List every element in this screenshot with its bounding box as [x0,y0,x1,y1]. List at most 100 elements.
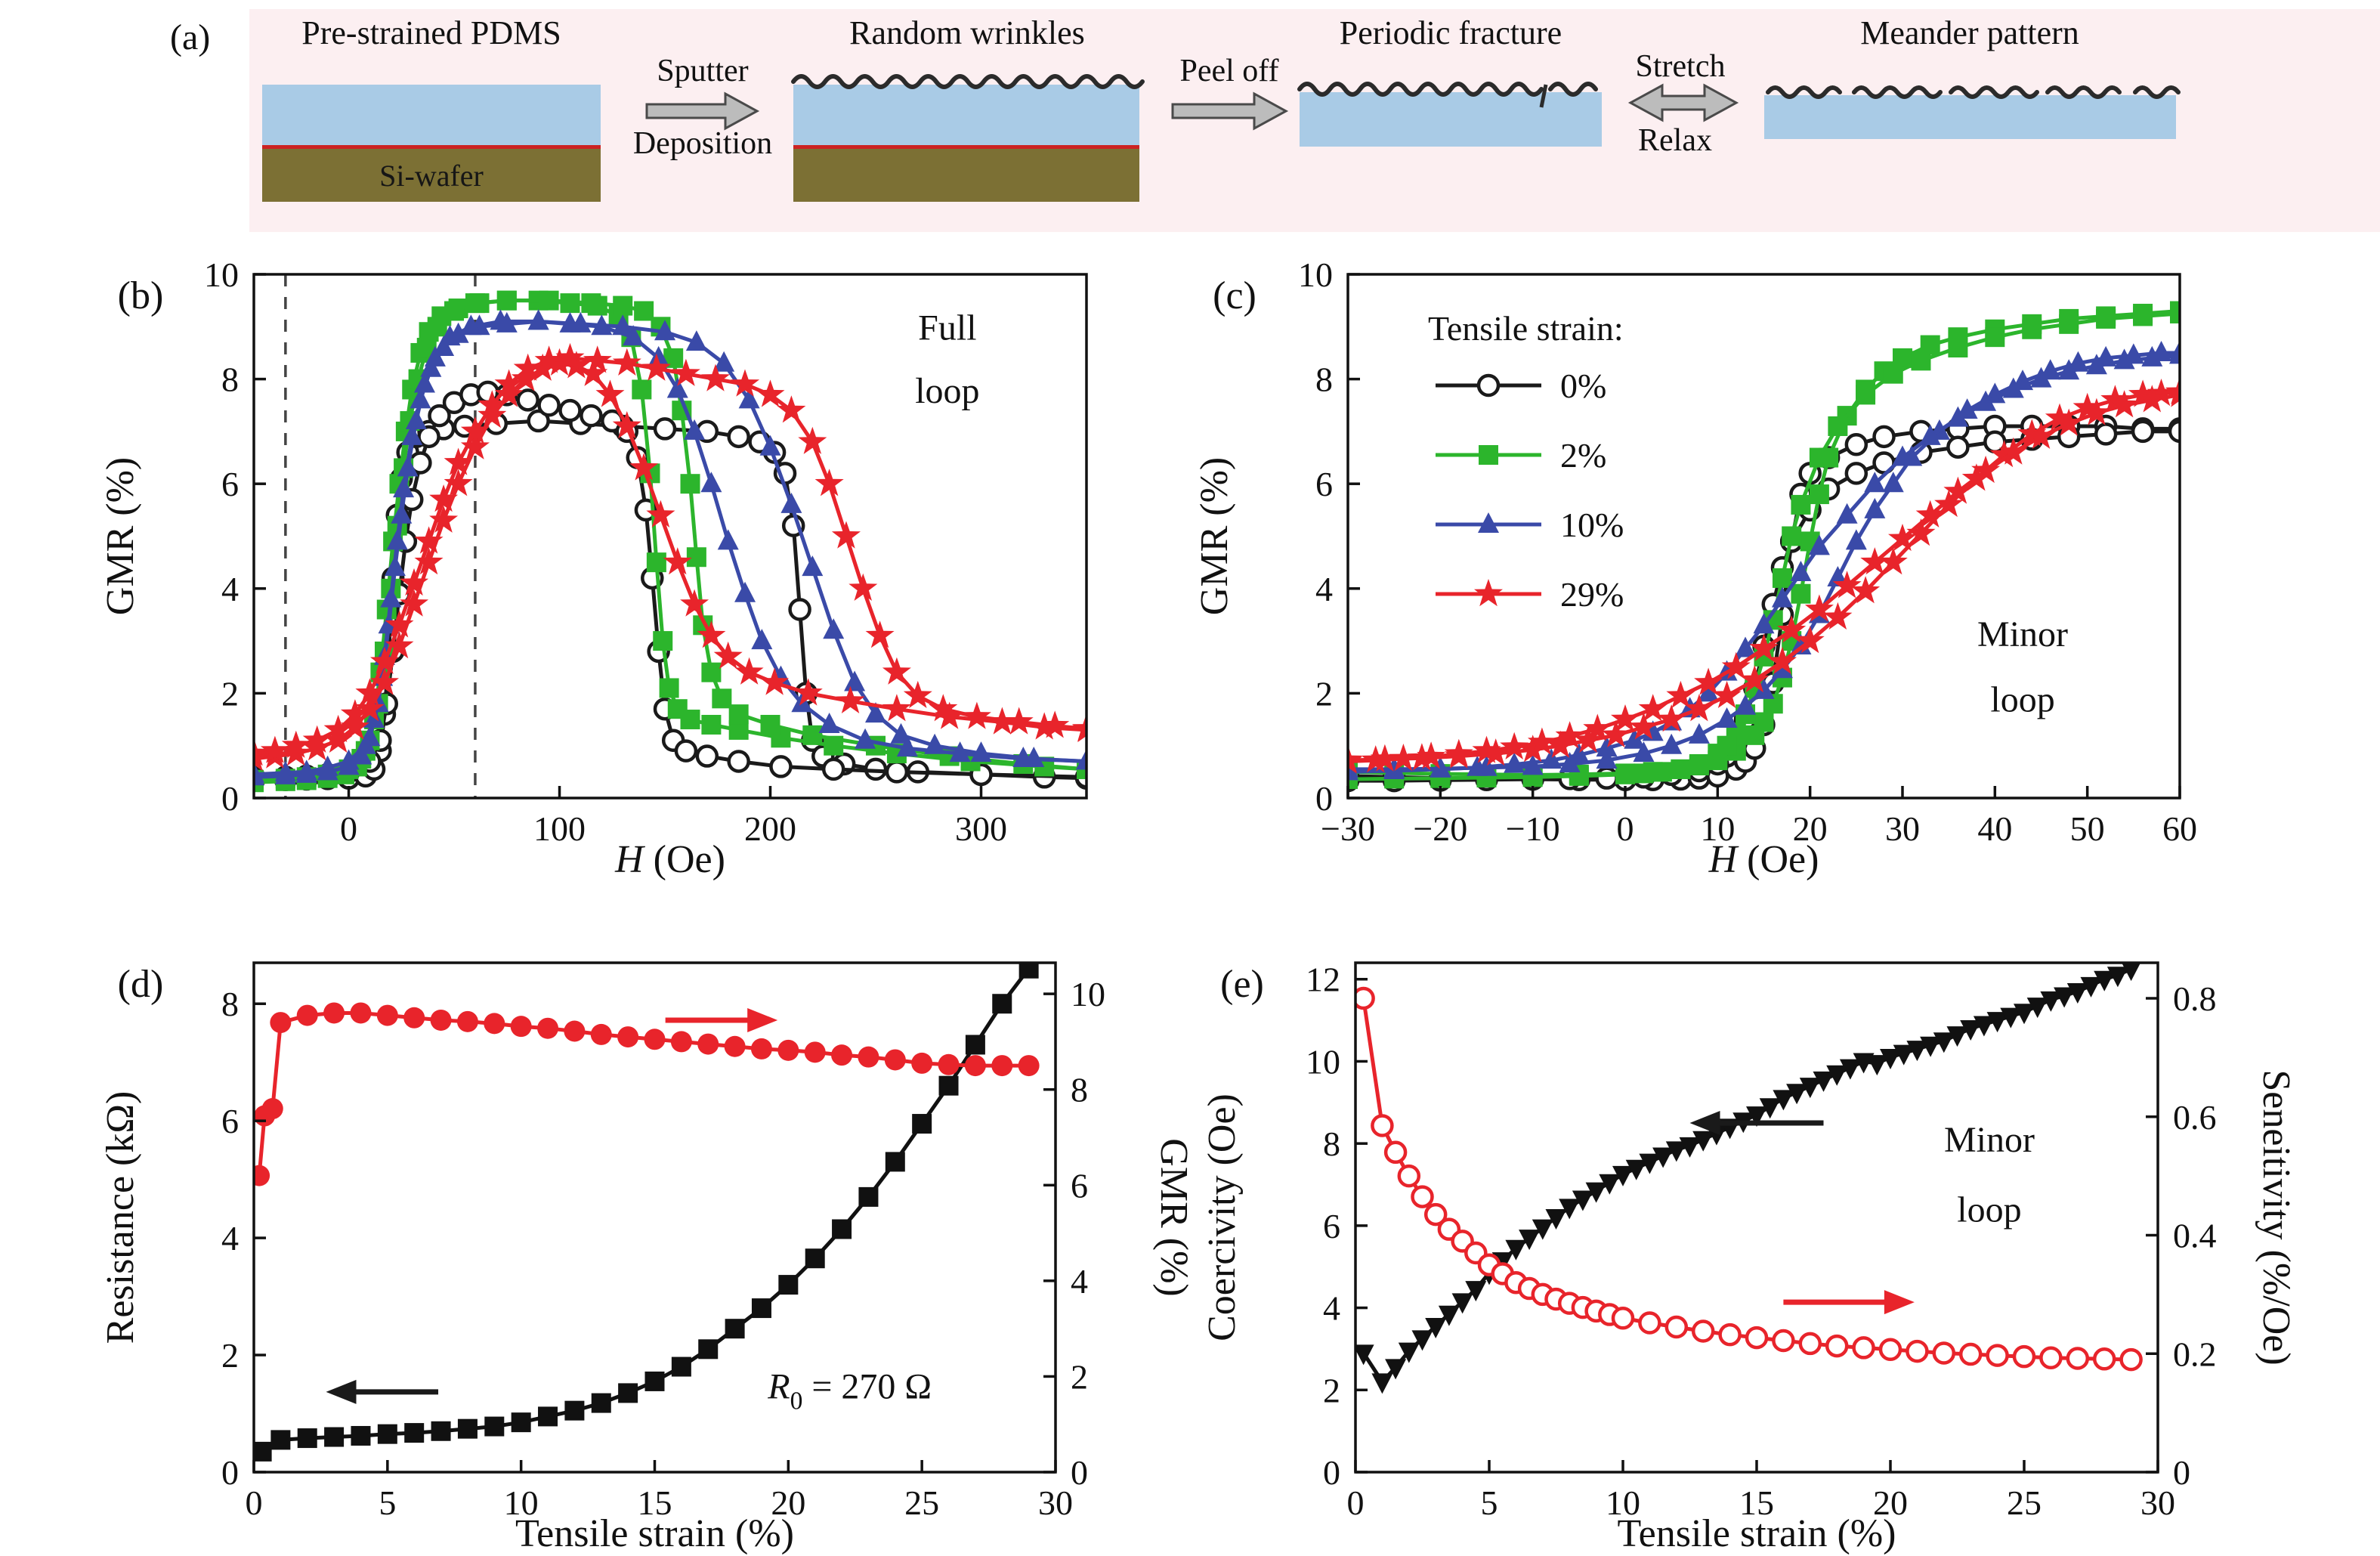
deposition-label: Deposition [632,126,773,161]
pdms-layer-4 [1764,95,2176,139]
svg-text:4: 4 [221,1219,239,1257]
svg-text:2: 2 [221,674,239,713]
svg-text:0: 0 [221,779,239,818]
series-Sensitivity [1355,986,2143,1372]
step-title-periodic-fracture: Periodic fracture [1339,14,1562,51]
svg-text:20: 20 [1793,809,1828,848]
svg-text:Seneitivity (%/Oe): Seneitivity (%/Oe) [2255,1069,2297,1365]
svg-text:2: 2 [1071,1357,1088,1396]
svg-text:29%: 29% [1560,575,1624,614]
svg-text:10: 10 [1298,255,1333,294]
svg-text:GMR (%): GMR (%) [99,457,142,615]
pdms-layer-3 [1300,92,1602,147]
relax-label: Relax [1638,123,1712,158]
plot-area [254,274,1086,798]
legend: Tensile strain: 0% 2% 10% 29% [1428,309,1624,614]
svg-text:30: 30 [1038,1483,1073,1522]
svg-text:5: 5 [379,1483,396,1522]
svg-text:0: 0 [2173,1453,2190,1492]
series-GMR [254,1002,1040,1186]
svg-text:10: 10 [504,1483,539,1522]
svg-text:0: 0 [221,1453,239,1492]
sputter-label: Sputter [657,54,749,88]
svg-text:20: 20 [1873,1483,1908,1522]
svg-text:8: 8 [221,360,239,399]
svg-text:(b): (b) [118,274,164,317]
svg-text:0.6: 0.6 [2173,1098,2217,1137]
series-Coercivity [1355,963,2141,1394]
svg-text:0.8: 0.8 [2173,979,2217,1018]
svg-text:5: 5 [1481,1483,1498,1522]
svg-text:H (Oe): H (Oe) [1708,838,1819,881]
svg-text:30: 30 [2140,1483,2175,1522]
svg-text:0.4: 0.4 [2173,1217,2217,1255]
svg-text:8: 8 [221,985,239,1023]
svg-text:8: 8 [1315,360,1333,399]
svg-text:6: 6 [1323,1207,1340,1245]
svg-text:6: 6 [1315,465,1333,503]
svg-text:6: 6 [221,465,239,503]
svg-text:60: 60 [2162,809,2197,848]
svg-text:10: 10 [1700,809,1735,848]
series-29% [254,342,1086,766]
svg-text:Tensile strain (%): Tensile strain (%) [1618,1512,1896,1555]
svg-text:4: 4 [1315,570,1333,608]
svg-text:10: 10 [204,255,239,294]
step-title-random-wrinkles: Random wrinkles [849,14,1085,51]
svg-text:10%: 10% [1560,506,1624,544]
peel-off-label: Peel off [1179,54,1279,88]
svg-text:Full: Full [918,308,976,348]
svg-text:6: 6 [221,1102,239,1140]
pdms-layer-1 [262,85,601,145]
svg-text:Minor: Minor [1944,1120,2035,1160]
svg-text:Coercivity (Oe): Coercivity (Oe) [1201,1094,1244,1341]
plot-area [1348,301,2180,793]
svg-text:Resistance (kΩ): Resistance (kΩ) [99,1091,142,1344]
series-Resistance [254,963,1039,1462]
svg-text:(c): (c) [1213,274,1256,317]
svg-text:R0 = 270 Ω: R0 = 270 Ω [767,1366,932,1415]
svg-text:H (Oe): H (Oe) [614,838,725,881]
svg-text:0: 0 [1315,779,1333,818]
chart-coercivity-sensitivity: 0 5 10 15 20 25 3002468101200.20.40.60.8Tensil… [1201,961,2297,1555]
axes-frame [1346,273,2181,800]
svg-text:0: 0 [1617,809,1634,848]
svg-text:−20: −20 [1413,809,1467,848]
svg-text:10: 10 [1306,1042,1340,1081]
plot-area [1355,963,2143,1394]
svg-text:2: 2 [221,1336,239,1375]
svg-text:0: 0 [1323,1453,1340,1492]
axes-frame [1354,961,2159,1474]
si-wafer-block-2 [793,145,1139,202]
chart-full-loop: 0 100 200 300 0 2 4 6 8 10 H (Oe) GMR (%) (b) Full loo… [99,255,1088,881]
svg-text:6: 6 [1071,1166,1088,1205]
svg-text:8: 8 [1323,1124,1340,1163]
svg-text:25: 25 [2007,1483,2042,1522]
pdms-layer-2 [793,85,1139,145]
svg-text:4: 4 [221,570,239,608]
svg-text:GMR (%): GMR (%) [1152,1138,1195,1296]
svg-text:25: 25 [904,1483,939,1522]
step-title-prestrained-pdms: Pre-strained PDMS [301,14,561,51]
svg-text:GMR (%): GMR (%) [1193,457,1236,615]
svg-text:2%: 2% [1560,436,1606,475]
svg-text:10: 10 [1606,1483,1640,1522]
svg-text:2: 2 [1323,1371,1340,1409]
svg-text:Minor: Minor [1977,614,2068,654]
svg-text:12: 12 [1306,961,1340,999]
svg-text:Tensile strain (%): Tensile strain (%) [515,1512,794,1555]
svg-text:4: 4 [1323,1289,1340,1328]
panel-a-label: (a) [170,17,211,57]
svg-text:0: 0 [1071,1453,1088,1492]
plot-area [254,963,1040,1462]
svg-text:−30: −30 [1321,809,1375,848]
svg-text:0: 0 [340,809,357,848]
axes-frame [252,273,1088,800]
svg-text:300: 300 [955,809,1007,848]
svg-text:(d): (d) [118,963,164,1006]
si-wafer-block: Si-wafer [262,145,601,202]
svg-text:2: 2 [1315,674,1333,713]
svg-text:0%: 0% [1560,367,1606,405]
